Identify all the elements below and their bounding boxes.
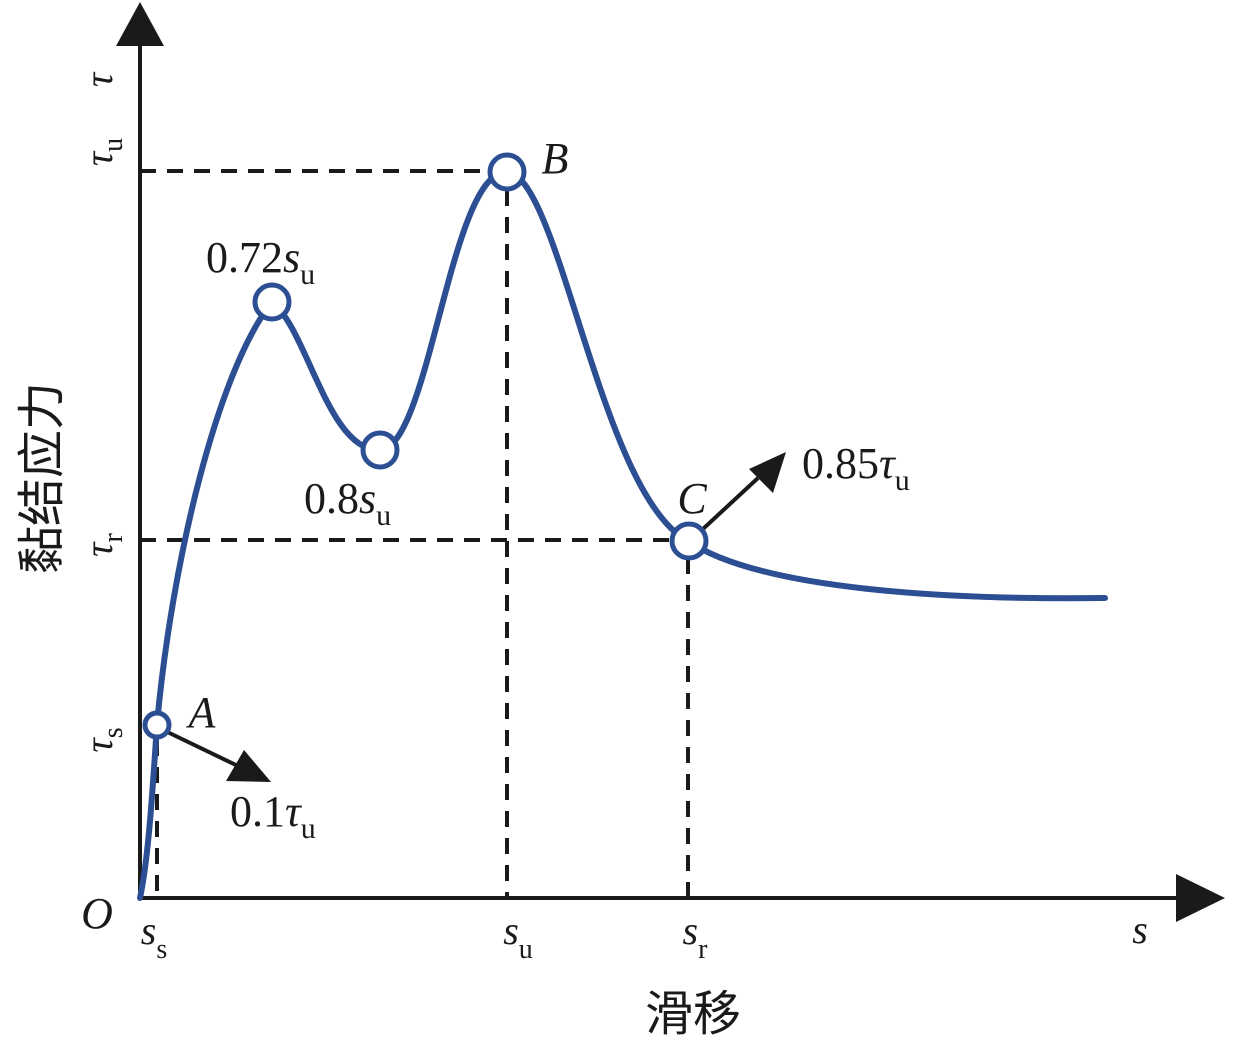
valley-marker xyxy=(360,430,400,470)
x-axis-title: 滑移 xyxy=(645,986,741,1040)
x-tick-ss: ss xyxy=(141,908,167,965)
svg-text:τr: τr xyxy=(76,533,129,557)
point-a-marker xyxy=(142,710,172,740)
point-b-label: B xyxy=(542,134,569,183)
peak1-marker xyxy=(252,282,292,322)
x-tick-su: su xyxy=(503,908,533,965)
point-c-arrowhead xyxy=(749,452,786,493)
y-axis-letter: τ xyxy=(76,71,121,87)
point-a-arrowhead xyxy=(226,750,271,782)
y-axis-arrowhead xyxy=(116,2,164,46)
point-c-annotation: 0.85τu xyxy=(802,439,910,497)
origin-label: O xyxy=(81,889,113,938)
x-tick-sr: sr xyxy=(683,908,709,965)
point-c-label: C xyxy=(677,474,707,523)
x-axis-letter: s xyxy=(1132,907,1148,952)
y-tick-tau-s: τs xyxy=(76,727,129,752)
point-a-label: A xyxy=(186,688,217,737)
point-a-arrow-shaft xyxy=(156,725,241,769)
x-axis-arrowhead xyxy=(1176,874,1225,922)
valley-annotation: 0.8su xyxy=(304,474,391,532)
point-b-marker xyxy=(487,152,527,192)
svg-text:τs: τs xyxy=(76,727,129,752)
y-tick-tau-r: τr xyxy=(76,533,129,557)
y-axis-title: 黏结应力 xyxy=(14,382,70,574)
y-tick-tau-u: τu xyxy=(76,138,129,166)
point-a-annotation: 0.1τu xyxy=(230,787,316,845)
point-c-marker xyxy=(669,521,709,561)
svg-text:τu: τu xyxy=(76,138,129,166)
peak1-annotation: 0.72su xyxy=(206,233,315,291)
